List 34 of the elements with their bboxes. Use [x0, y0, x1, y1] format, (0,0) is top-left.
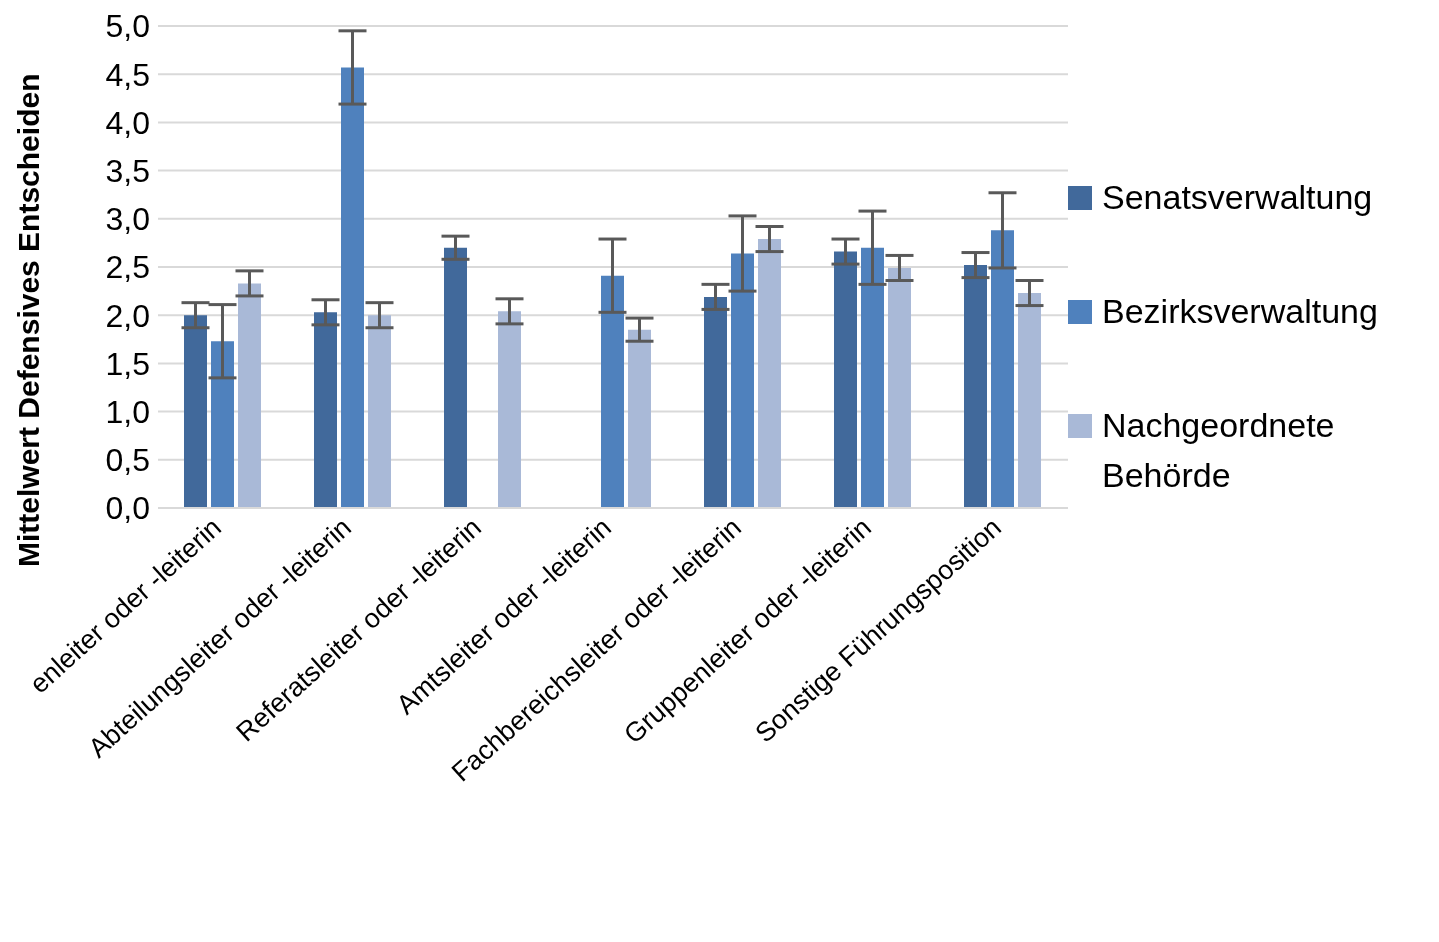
bar [731, 253, 754, 508]
legend-label: Nachgeordnete Behörde [1102, 405, 1336, 496]
legend-label: Senatsverwaltung [1102, 177, 1373, 218]
bar [498, 311, 521, 508]
y-tick-label: 0,0 [105, 490, 150, 527]
y-tick-label: 4,0 [105, 104, 150, 141]
y-tick-label: 4,5 [105, 56, 150, 93]
bar [888, 267, 911, 508]
bar [1018, 293, 1041, 508]
bar [184, 315, 207, 508]
bar [238, 283, 261, 508]
y-tick-label: 1,0 [105, 393, 150, 430]
y-tick-label: 1,5 [105, 345, 150, 382]
bar [964, 265, 987, 508]
bar [601, 275, 624, 508]
y-tick-label: 2,5 [105, 249, 150, 286]
bar [211, 341, 234, 508]
y-tick-label: 3,5 [105, 152, 150, 189]
y-axis-title: Mittelwert Defensives Entscheiden [11, 73, 45, 567]
bar [991, 230, 1014, 508]
bar [758, 239, 781, 508]
bar [314, 312, 337, 508]
bar [341, 67, 364, 508]
y-tick-label: 0,5 [105, 442, 150, 479]
bar [444, 247, 467, 508]
legend-label: Bezirksverwaltung [1102, 291, 1378, 332]
bar [628, 329, 651, 508]
y-tick-label: 3,0 [105, 201, 150, 238]
bar [704, 296, 727, 508]
bar [861, 247, 884, 508]
bar [834, 251, 857, 508]
y-tick-label: 2,0 [105, 297, 150, 334]
bar [368, 315, 391, 508]
y-tick-label: 5,0 [105, 8, 150, 45]
